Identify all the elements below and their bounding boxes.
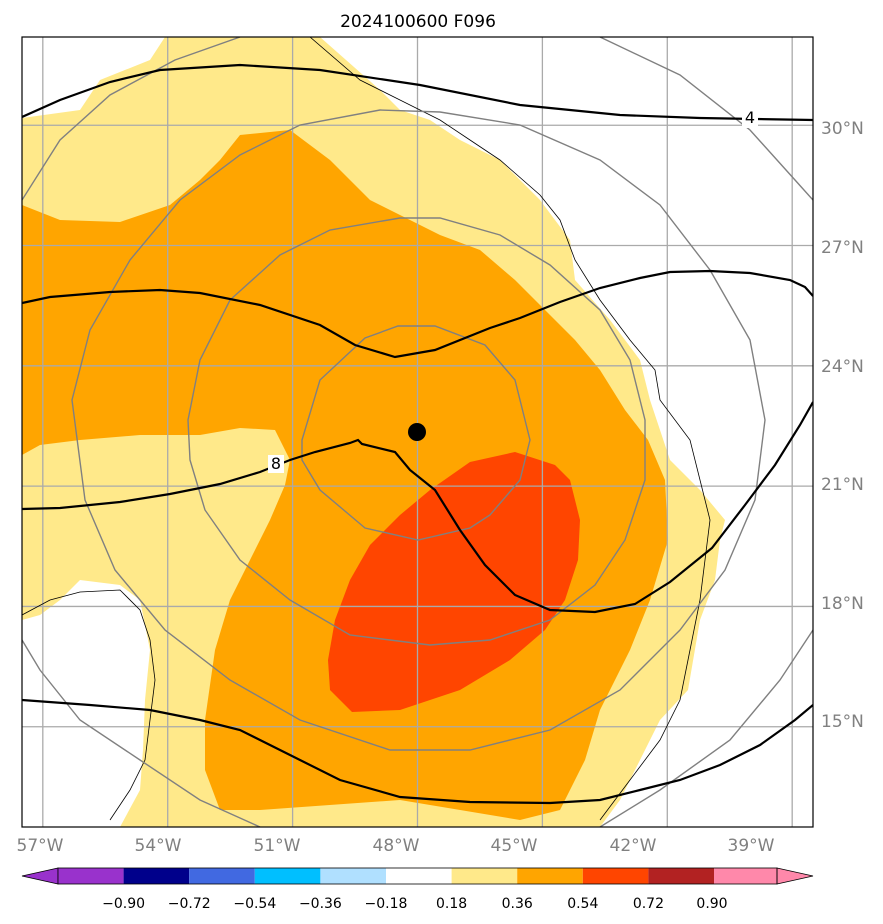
contours: [22, 63, 813, 805]
map-panel: 4 8: [22, 37, 813, 827]
colorbar-tick-6: 0.18: [436, 896, 467, 912]
colorbar-seg-6: [386, 868, 452, 884]
range-ring-1: [301, 325, 531, 541]
lon-label-51w: 51°W: [254, 836, 301, 856]
colorbar-seg-5: [320, 868, 386, 884]
colorbar-seg-11: [714, 868, 777, 884]
colorbar-seg-8: [517, 868, 583, 884]
colorbar-tick-2: −0.72: [168, 896, 211, 912]
lat-label-18n: 18°N: [821, 594, 864, 614]
colorbar-tick-4: −0.36: [299, 896, 342, 912]
colorbar-frame: [57, 867, 778, 885]
colorbar-seg-1: [58, 868, 124, 884]
graticule: [22, 37, 813, 827]
lon-label-57w: 57°W: [17, 836, 64, 856]
lat-label-24n: 24°N: [821, 357, 864, 377]
chart-title: 2024100600 F096: [340, 12, 496, 32]
map-frame: [21, 36, 814, 828]
lon-label-54w: 54°W: [135, 836, 182, 856]
colorbar-tick-5: −0.18: [365, 896, 408, 912]
coastlines: [22, 37, 711, 821]
colorbar-tick-9: 0.72: [633, 896, 664, 912]
lat-label-21n: 21°N: [821, 475, 864, 495]
lon-label-42w: 42°W: [610, 836, 657, 856]
lon-label-45w: 45°W: [491, 836, 538, 856]
range-ring-3: [71, 109, 766, 751]
colorbar-tick-10: 0.90: [696, 896, 727, 912]
range-ring-4: [22, 37, 813, 827]
range-rings: [22, 37, 813, 827]
contour-8: [22, 401, 813, 614]
contour-label-bg-4: [742, 110, 758, 128]
colorbar-tick-1: −0.90: [102, 896, 145, 912]
colorbar-extend-high: [776, 867, 814, 885]
lat-label-27n: 27°N: [821, 238, 864, 258]
colorbar-seg-9: [582, 868, 649, 884]
contour-upper: [22, 269, 813, 359]
latitude-labels: 30°N 27°N 24°N 21°N 18°N 15°N: [821, 119, 864, 732]
colorbar-tick-3: −0.54: [233, 896, 276, 912]
lat-label-15n: 15°N: [821, 712, 864, 732]
colorbar-seg-4: [254, 868, 321, 884]
lon-label-39w: 39°W: [728, 836, 775, 856]
colorbar: −0.90 −0.72 −0.54 −0.36 −0.18 0.18 0.36 …: [21, 867, 814, 912]
colorbar-seg-3: [189, 868, 255, 884]
longitude-labels: 57°W 54°W 51°W 48°W 45°W 42°W 39°W: [17, 836, 775, 856]
contour-label-4: 4: [745, 108, 755, 127]
colorbar-extend-low: [21, 867, 59, 885]
shade-band-red-orange: [328, 452, 580, 712]
contour-lower: [22, 698, 813, 805]
colorbar-seg-2: [123, 868, 190, 884]
contour-label-bg-8: [268, 455, 284, 473]
lat-label-30n: 30°N: [821, 119, 864, 139]
contour-4: [22, 63, 813, 122]
colorbar-seg-7: [451, 868, 518, 884]
storm-center-marker: [408, 423, 426, 441]
colorbar-seg-10: [648, 868, 714, 884]
lon-label-48w: 48°W: [373, 836, 420, 856]
colorbar-tick-7: 0.36: [502, 896, 533, 912]
colorbar-tick-8: 0.54: [567, 896, 598, 912]
range-ring-2: [187, 217, 646, 646]
contour-label-8: 8: [271, 454, 281, 473]
